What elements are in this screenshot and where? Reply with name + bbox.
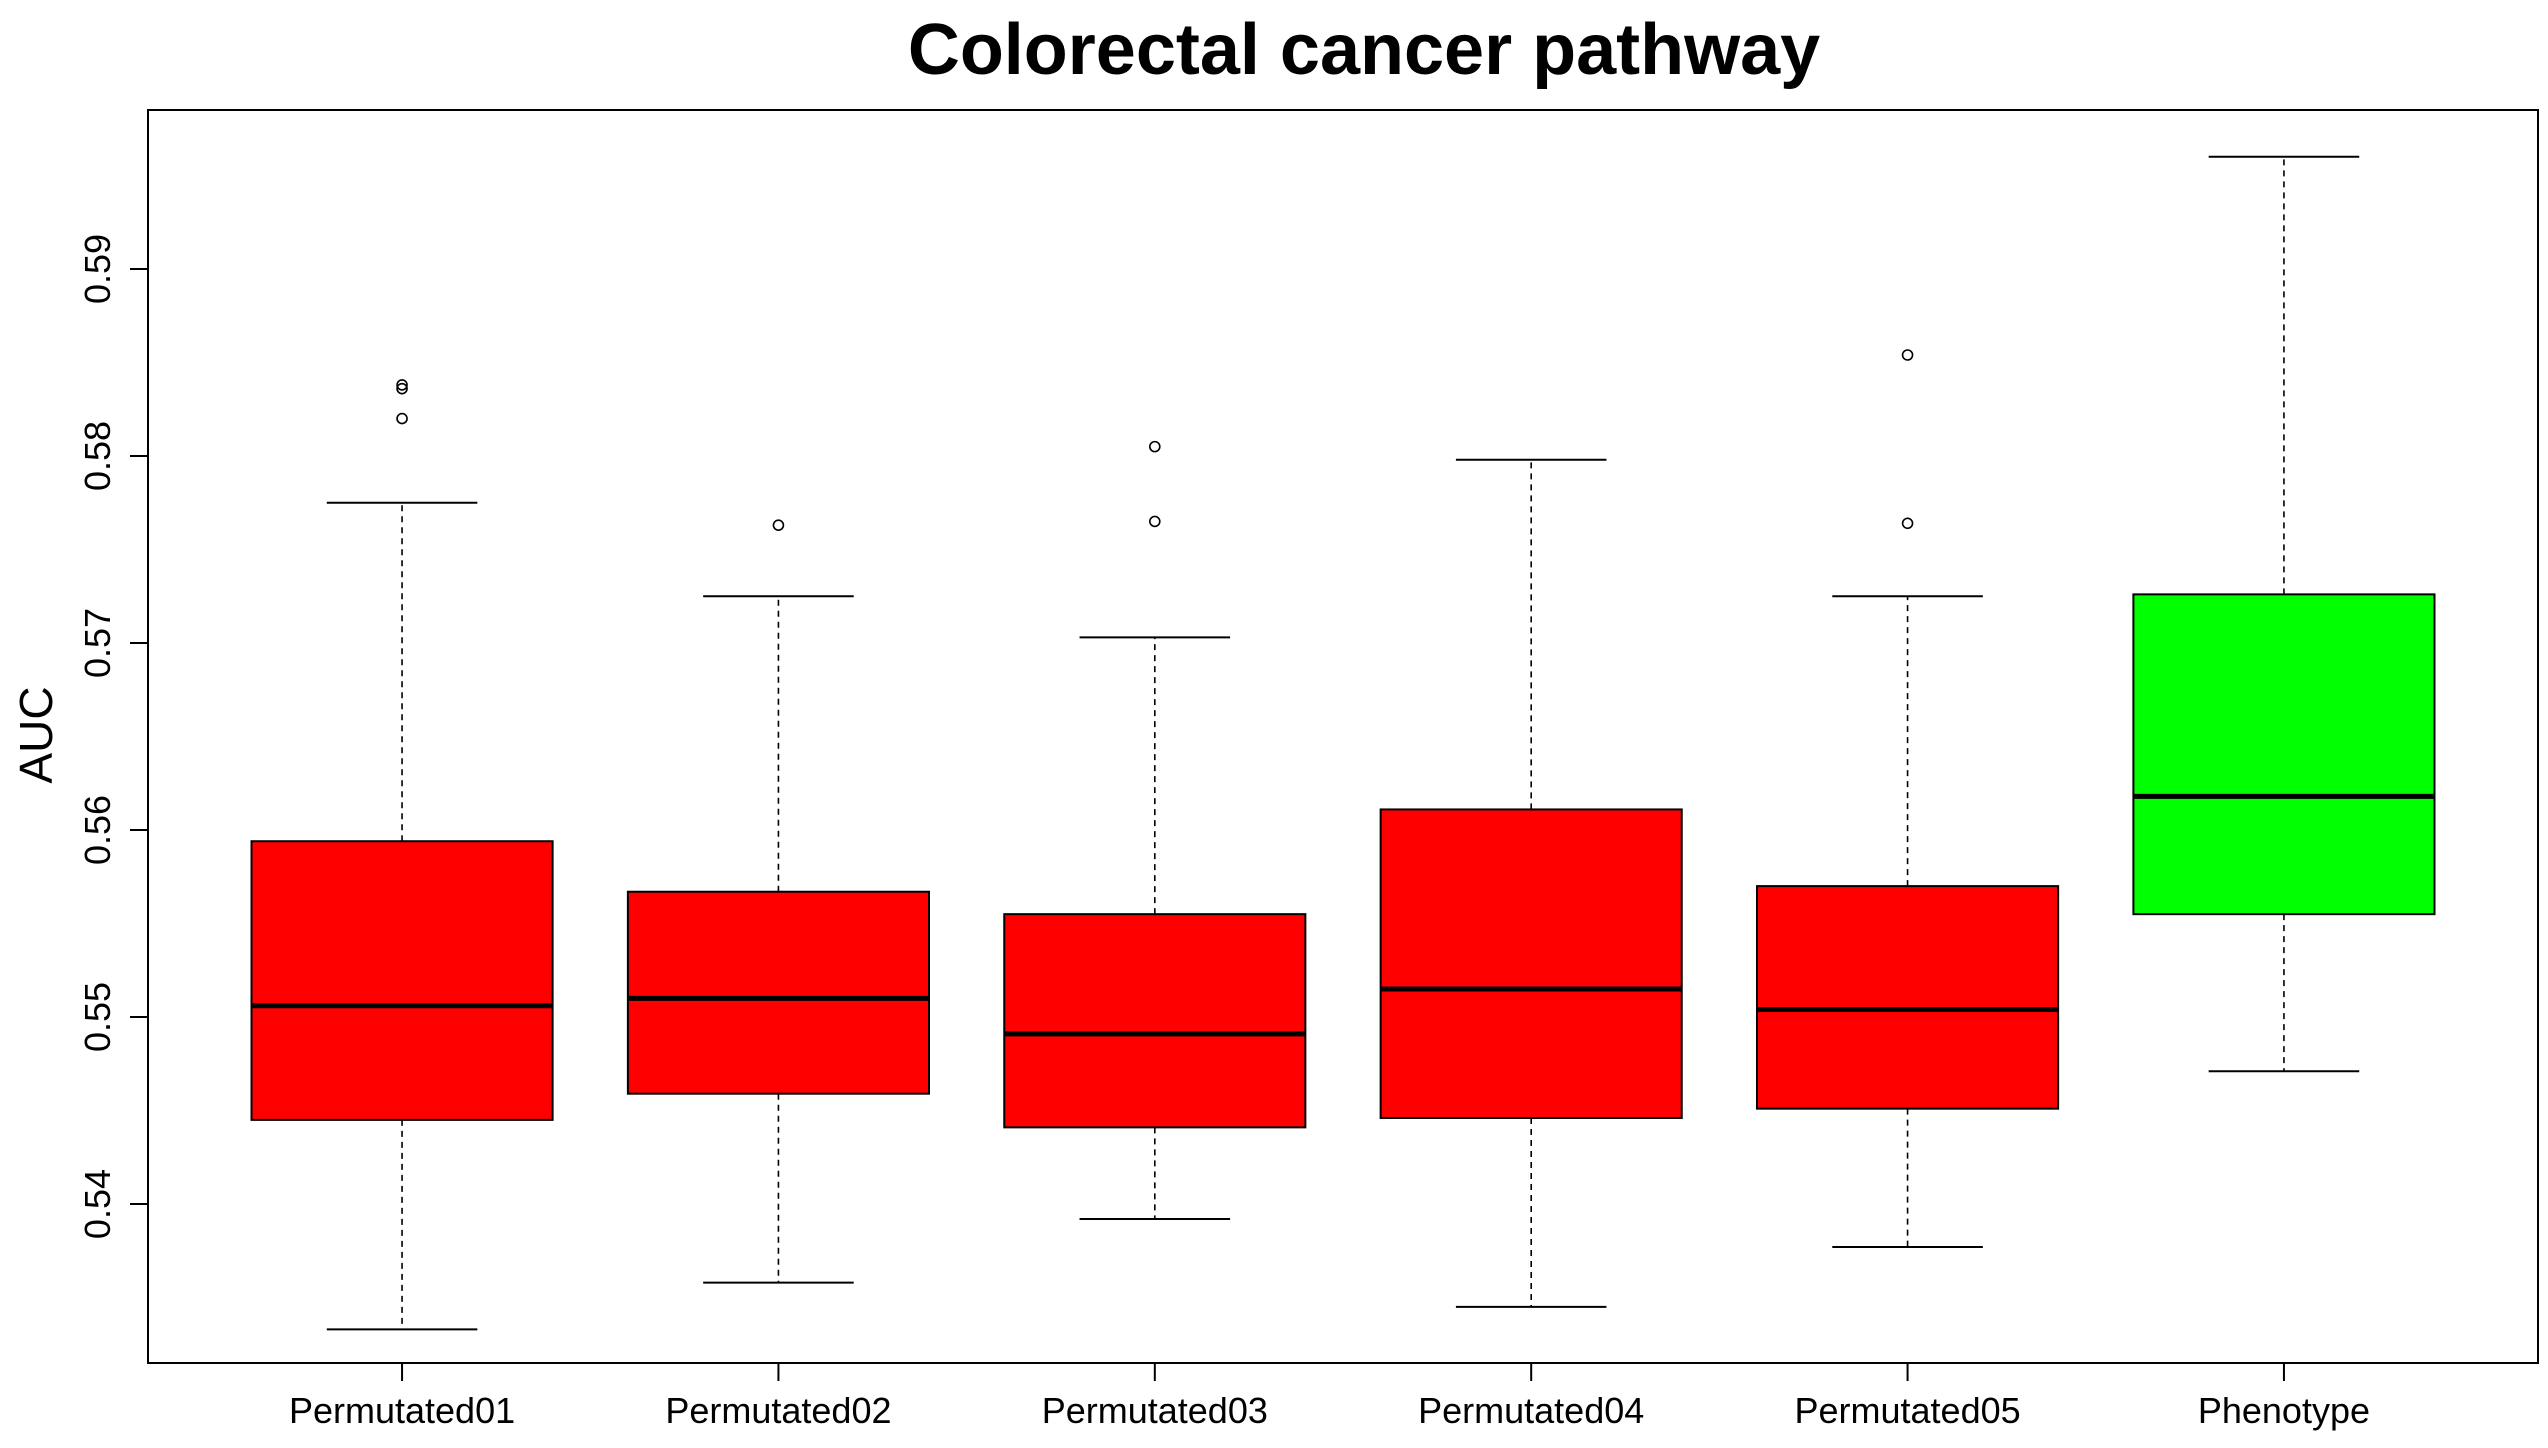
x-tick-label: Permutated03 <box>1042 1390 1268 1431</box>
outlier-point <box>1149 515 1161 528</box>
box-group-permutated03 <box>1003 440 1307 1220</box>
y-tick-label: 0.59 <box>77 234 118 304</box>
y-tick-label: 0.57 <box>77 608 118 678</box>
boxes-group <box>250 155 2436 1331</box>
box-iqr <box>1756 885 2060 1110</box>
box-iqr <box>1379 808 1683 1120</box>
x-tick-label: Permutated02 <box>665 1390 891 1431</box>
chart-title: Colorectal cancer pathway <box>908 10 1820 90</box>
box-iqr <box>1003 913 1307 1129</box>
y-tick-label: 0.58 <box>77 421 118 491</box>
plot-frame <box>147 109 2539 1364</box>
outlier-point <box>772 519 785 531</box>
y-axis: 0.54 0.55 0.56 0.57 0.58 0.59 <box>77 234 148 1239</box>
box-iqr <box>626 890 930 1095</box>
x-tick-label: Phenotype <box>2198 1390 2370 1431</box>
outlier-point <box>396 412 408 425</box>
box-group-permutated04 <box>1379 458 1683 1308</box>
x-tick-label: Permutated05 <box>1794 1390 2020 1431</box>
x-axis: Permutated01 Permutated02 Permutated03 Perm… <box>289 1363 2370 1431</box>
x-tick-label: Permutated01 <box>289 1390 515 1431</box>
outlier-point <box>1901 349 1914 361</box>
box-group-permutated01 <box>250 379 554 1331</box>
outlier-point <box>396 379 408 391</box>
box-group-phenotype <box>2132 155 2436 1073</box>
box-iqr <box>250 840 554 1121</box>
x-tick-label: Permutated04 <box>1418 1390 1644 1431</box>
y-tick-label: 0.54 <box>77 1169 118 1239</box>
box-group-permutated05 <box>1756 349 2060 1249</box>
outlier-point <box>1901 517 1914 530</box>
box-iqr <box>2132 593 2436 916</box>
box-group-permutated02 <box>626 519 930 1284</box>
y-axis-label: AUC <box>10 686 62 783</box>
outlier-point <box>1149 440 1161 453</box>
y-tick-label: 0.55 <box>77 982 118 1052</box>
y-tick-label: 0.56 <box>77 795 118 865</box>
outlier-point <box>396 382 408 395</box>
